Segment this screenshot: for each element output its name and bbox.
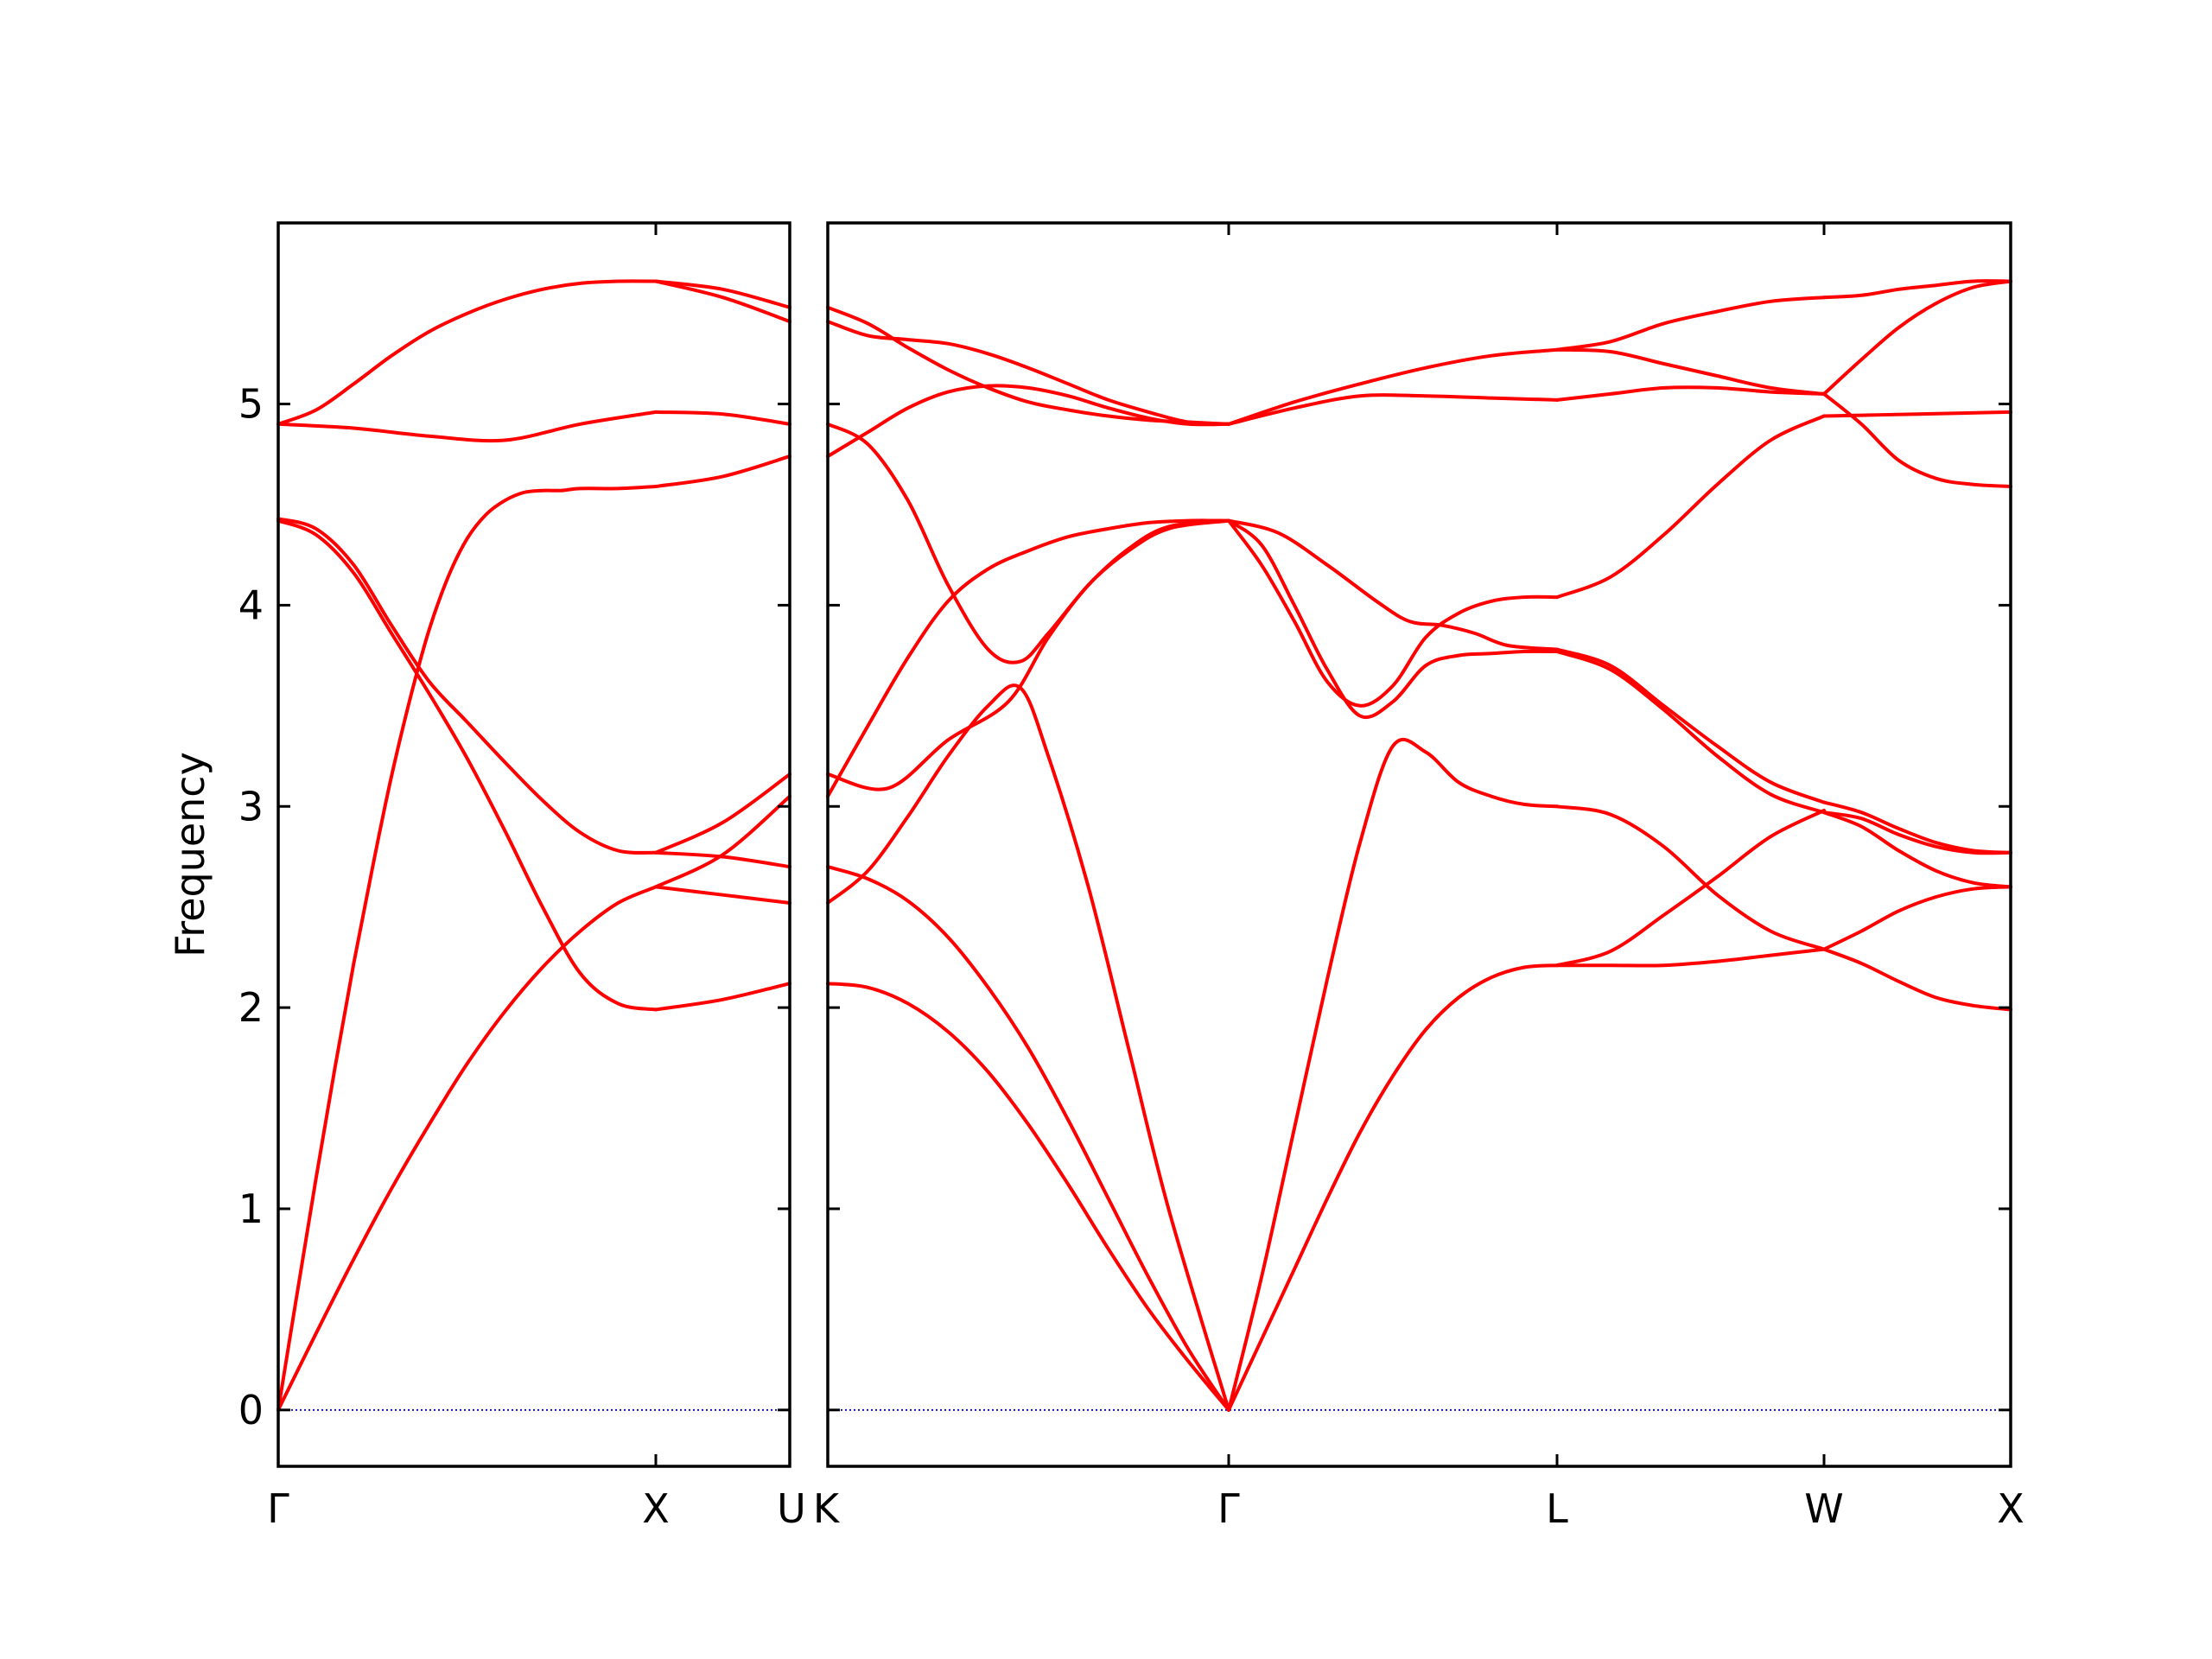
band-line-X-U-4 [654,772,791,855]
y-tick-label: 0 [238,1387,264,1433]
band-line-L-W-7 [1555,347,1826,396]
band-line-Γ-X-2 [276,518,658,1012]
panel-right-ticks [828,223,2011,1466]
band-line-Γ-L-5 [1227,393,1559,426]
band-line-K-Γ-8 [826,305,1230,426]
x-tick-label: L [1546,1485,1568,1532]
band-line-L-W-0 [1555,947,1826,968]
band-line-L-W-6 [1555,385,1826,402]
band-line-W-X-3 [1822,810,2012,855]
x-tick-label: K [813,1485,841,1532]
band-line-W-X-8 [1822,279,2012,300]
band-line-K-Γ-0 [826,982,1230,1412]
band-line-X-U-8 [654,279,791,309]
band-line-L-W-3 [1555,650,1826,815]
band-line-Γ-X-0 [276,485,658,1412]
band-line-Γ-X-1 [276,885,658,1412]
band-line-X-U-1 [654,885,791,905]
band-line-X-U-0 [654,982,791,1012]
band-line-L-W-5 [1555,414,1826,600]
panel-right: K Γ L W X [813,221,2024,1532]
y-tick-label: 4 [238,582,264,628]
band-line-X-U-5 [654,454,791,488]
band-line-X-U-6 [654,410,791,426]
x-tick-label: X [642,1485,670,1532]
band-line-Γ-L-0 [1227,963,1559,1412]
band-line-W-X-4 [1822,800,2012,855]
band-line-Γ-L-2 [1227,518,1559,719]
panel-right-bands [826,279,2012,1412]
x-tick-label: Γ [1217,1485,1240,1532]
panel-left-x-tick-labels: Γ X U [267,1485,806,1532]
band-line-Γ-L-3 [1227,518,1559,652]
y-tick-label: 3 [238,783,264,830]
band-line-Γ-X-3 [276,517,658,855]
band-line-K-Γ-5 [826,422,1230,664]
y-axis-label: Frequency [167,752,213,957]
band-line-W-X-0 [1822,947,2012,1012]
panel-left-bands [276,279,791,1412]
panel-left: Γ X U [267,221,806,1532]
band-line-W-X-1 [1822,885,2012,951]
y-tick-label: 5 [238,381,264,428]
panel-left-frame [276,221,791,1468]
x-tick-label: Γ [267,1485,289,1532]
band-line-W-X-7 [1822,279,2012,396]
panel-right-x-tick-labels: K Γ L W X [813,1485,2024,1532]
band-line-K-Γ-3 [826,518,1230,798]
x-tick-label: U [777,1485,806,1532]
y-tick-label: 2 [238,984,264,1031]
panel-left-ticks [278,223,790,1466]
band-line-L-W-4 [1555,647,1826,804]
band-line-K-Γ-1 [826,865,1230,1412]
band-line-K-Γ-4 [826,518,1230,791]
panel-right-frame [826,221,2012,1468]
x-tick-label: W [1804,1485,1843,1532]
band-line-K-Γ-2 [826,683,1230,1412]
x-tick-label: X [1997,1485,2024,1532]
band-line-X-U-7 [654,279,791,324]
y-tick-labels: 0 1 2 3 4 5 [238,381,264,1433]
band-line-Γ-L-1 [1227,738,1559,1412]
band-line-L-W-2 [1555,804,1826,951]
band-line-X-U-3 [654,850,791,869]
band-line-L-W-1 [1555,808,1826,968]
band-line-Γ-X-4 [276,410,658,443]
band-line-W-X-5 [1822,410,2012,418]
band-line-Γ-X-5 [276,279,658,426]
band-line-W-X-2 [1822,810,2012,889]
band-line-Γ-L-4 [1227,518,1559,708]
band-line-L-W-8 [1555,296,1826,352]
band-line-W-X-6 [1822,391,2012,488]
band-line-X-U-2 [654,794,791,889]
band-line-Γ-L-6 [1227,347,1559,426]
y-tick-label: 1 [238,1185,264,1232]
